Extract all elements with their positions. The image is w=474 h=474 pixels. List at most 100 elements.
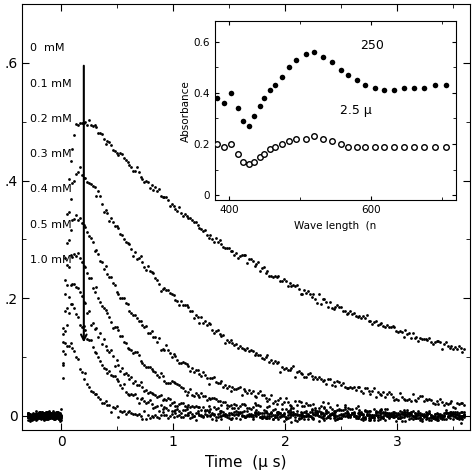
Point	[306, 412, 313, 419]
Point	[363, 408, 371, 416]
Point	[308, 408, 315, 416]
Point	[447, 410, 455, 418]
Point	[192, 311, 200, 319]
Point	[297, 291, 304, 298]
Point	[278, 412, 286, 420]
Point	[42, 411, 50, 419]
Point	[264, 412, 271, 420]
Point	[276, 412, 284, 419]
Point	[245, 255, 253, 263]
Point	[442, 408, 450, 416]
Point	[459, 412, 466, 420]
Point	[214, 413, 221, 421]
Point	[159, 406, 166, 413]
Point	[31, 412, 39, 420]
Point	[46, 413, 54, 421]
Point	[433, 410, 440, 417]
Point	[33, 410, 40, 418]
Point	[24, 409, 32, 417]
Point	[52, 411, 59, 419]
Point	[273, 413, 281, 420]
Point	[55, 413, 62, 420]
Point	[50, 413, 57, 420]
Point	[345, 309, 352, 317]
Point	[74, 121, 82, 128]
Point	[240, 401, 247, 408]
Point	[401, 417, 409, 425]
Point	[290, 282, 297, 289]
Point	[337, 303, 345, 310]
Point	[370, 413, 378, 420]
Point	[188, 307, 196, 315]
Point	[345, 413, 352, 421]
Point	[120, 294, 128, 302]
Point	[337, 415, 345, 422]
Point	[129, 410, 137, 418]
Point	[440, 412, 448, 419]
Point	[199, 227, 207, 235]
Point	[253, 393, 260, 401]
Point	[153, 187, 161, 195]
Point	[459, 414, 466, 421]
Point	[28, 412, 36, 420]
Point	[170, 399, 177, 406]
Point	[190, 403, 198, 411]
Point	[138, 394, 146, 402]
Point	[302, 399, 310, 407]
Point	[164, 196, 172, 204]
Point	[313, 375, 321, 383]
Point	[48, 410, 56, 417]
Point	[30, 416, 37, 423]
Point	[276, 368, 284, 375]
Point	[32, 414, 39, 422]
Point	[376, 416, 383, 423]
Point	[455, 411, 463, 419]
Point	[40, 413, 48, 420]
Point	[196, 411, 203, 419]
Point	[36, 414, 44, 422]
Point	[45, 411, 53, 419]
Point	[83, 380, 91, 388]
Point	[431, 410, 438, 418]
Point	[49, 407, 56, 414]
Point	[400, 396, 407, 403]
Point	[91, 348, 98, 356]
Point	[460, 410, 468, 418]
Point	[131, 311, 139, 319]
Point	[113, 356, 120, 364]
Point	[286, 406, 293, 414]
Point	[301, 412, 308, 420]
Point	[71, 304, 78, 311]
Point	[389, 412, 396, 419]
Point	[372, 409, 380, 416]
Point	[198, 313, 205, 321]
Point	[321, 416, 328, 424]
Point	[414, 407, 422, 415]
Point	[198, 390, 205, 397]
Point	[80, 262, 87, 270]
Point	[276, 395, 284, 402]
Point	[175, 407, 183, 415]
Point	[236, 410, 244, 417]
Point	[107, 215, 115, 222]
Point	[34, 412, 42, 419]
Point	[378, 413, 385, 420]
Point	[428, 338, 435, 346]
Point	[146, 414, 154, 422]
Point	[150, 186, 157, 193]
Point	[33, 411, 40, 419]
Point	[51, 413, 58, 421]
Point	[170, 291, 177, 299]
Point	[198, 225, 205, 233]
Point	[163, 193, 170, 201]
Point	[37, 414, 45, 421]
Point	[140, 178, 148, 185]
Point	[256, 413, 264, 421]
Point	[429, 414, 437, 421]
Point	[42, 412, 50, 419]
Point	[265, 272, 273, 279]
Point	[128, 246, 135, 253]
Point	[374, 408, 382, 415]
Point	[286, 366, 293, 374]
Point	[394, 410, 402, 418]
